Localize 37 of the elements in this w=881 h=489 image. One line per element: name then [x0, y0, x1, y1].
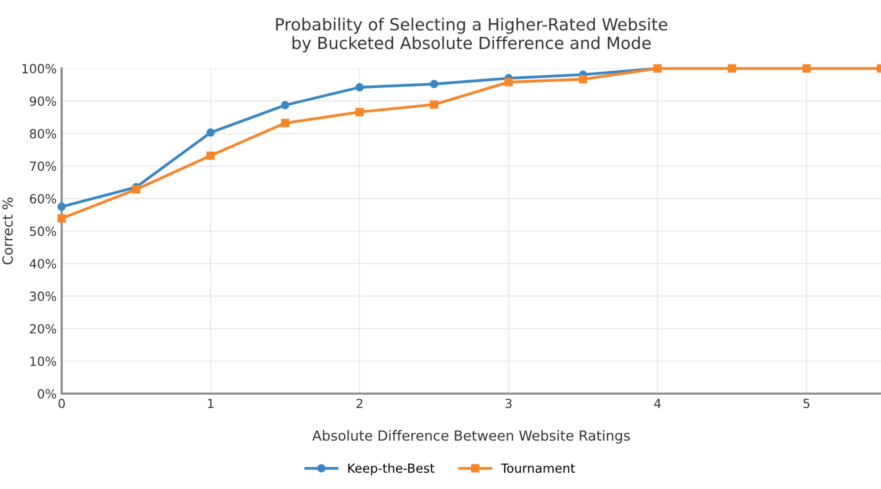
chart-title: Probability of Selecting a Higher-Rated Website by Bucketed Absolute Difference and Mode: [276, 18, 668, 52]
legend-label: Keep-the-Best: [348, 463, 434, 476]
point: [355, 108, 364, 116]
y-tick-label: 20%: [30, 324, 56, 334]
y-tick-label: 10%: [30, 356, 56, 366]
point: [206, 151, 215, 160]
y-axis-title: Correct %: [2, 198, 13, 264]
point: [578, 75, 588, 84]
x-tick-label: 1: [208, 398, 214, 408]
y-tick-label: 60%: [30, 194, 56, 204]
x-tick-label: 3: [506, 398, 512, 408]
x-tick-label: 0: [58, 398, 65, 408]
point: [802, 64, 811, 73]
point: [430, 80, 438, 88]
legend-label: Tournament: [500, 464, 575, 473]
y-tick-label: 100%: [22, 64, 56, 74]
point: [280, 101, 290, 110]
y-tick-label: 70%: [30, 161, 56, 171]
x-axis-title: Absolute Difference Between Website Ratings: [312, 430, 630, 444]
x-tick-label: 5: [804, 398, 810, 408]
point: [430, 100, 438, 109]
point: [58, 214, 66, 223]
y-tick-label: 40%: [30, 259, 56, 268]
point: [355, 83, 364, 92]
point: [58, 202, 66, 211]
point: [280, 118, 290, 128]
point: [504, 78, 513, 86]
y-tick-label: 90%: [30, 96, 56, 106]
x-tick-label: 2: [356, 398, 362, 408]
y-tick-label: 30%: [30, 292, 56, 302]
x-tick-label: 4: [654, 398, 661, 408]
y-tick-label: 80%: [30, 128, 56, 138]
point: [132, 185, 140, 194]
y-tick-label: 0%: [38, 389, 56, 399]
point: [728, 64, 736, 73]
y-tick-label: 50%: [30, 226, 56, 236]
point: [206, 128, 215, 137]
